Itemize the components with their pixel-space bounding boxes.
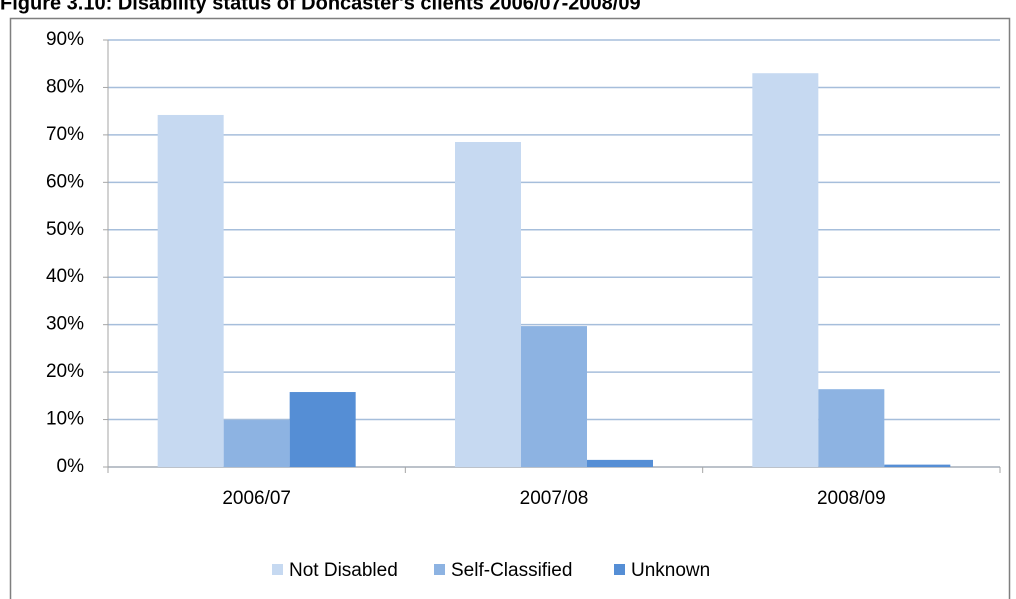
x-tick-label: 2007/08 (520, 488, 589, 509)
legend-label: Unknown (631, 560, 710, 581)
bar (289, 392, 356, 467)
y-tick-label: 70% (46, 124, 84, 145)
bar (223, 420, 290, 467)
legend-swatch (614, 564, 625, 575)
y-tick-label: 10% (46, 409, 84, 430)
bar (521, 326, 587, 467)
y-tick-label: 50% (46, 219, 84, 240)
legend-swatch (272, 564, 283, 575)
bar (157, 114, 224, 467)
y-tick-label: 20% (46, 361, 84, 382)
y-tick-label: 40% (46, 266, 84, 287)
bar (818, 389, 885, 467)
x-tick-label: 2008/09 (817, 488, 886, 509)
y-tick-label: 30% (46, 314, 84, 335)
bar (884, 464, 951, 467)
x-tick-label: 2006/07 (222, 488, 291, 509)
y-tick-label: 0% (57, 456, 85, 477)
y-tick-label: 80% (46, 76, 84, 97)
chart-title: Figure 3.10: Disability status of Doncas… (0, 0, 641, 14)
bar (752, 73, 819, 467)
y-tick-label: 90% (46, 29, 84, 50)
bar (455, 142, 521, 467)
bar (587, 459, 653, 467)
legend-swatch (434, 564, 445, 575)
y-tick-label: 60% (46, 171, 84, 192)
legend-label: Self-Classified (451, 560, 572, 581)
legend-label: Not Disabled (289, 560, 398, 581)
